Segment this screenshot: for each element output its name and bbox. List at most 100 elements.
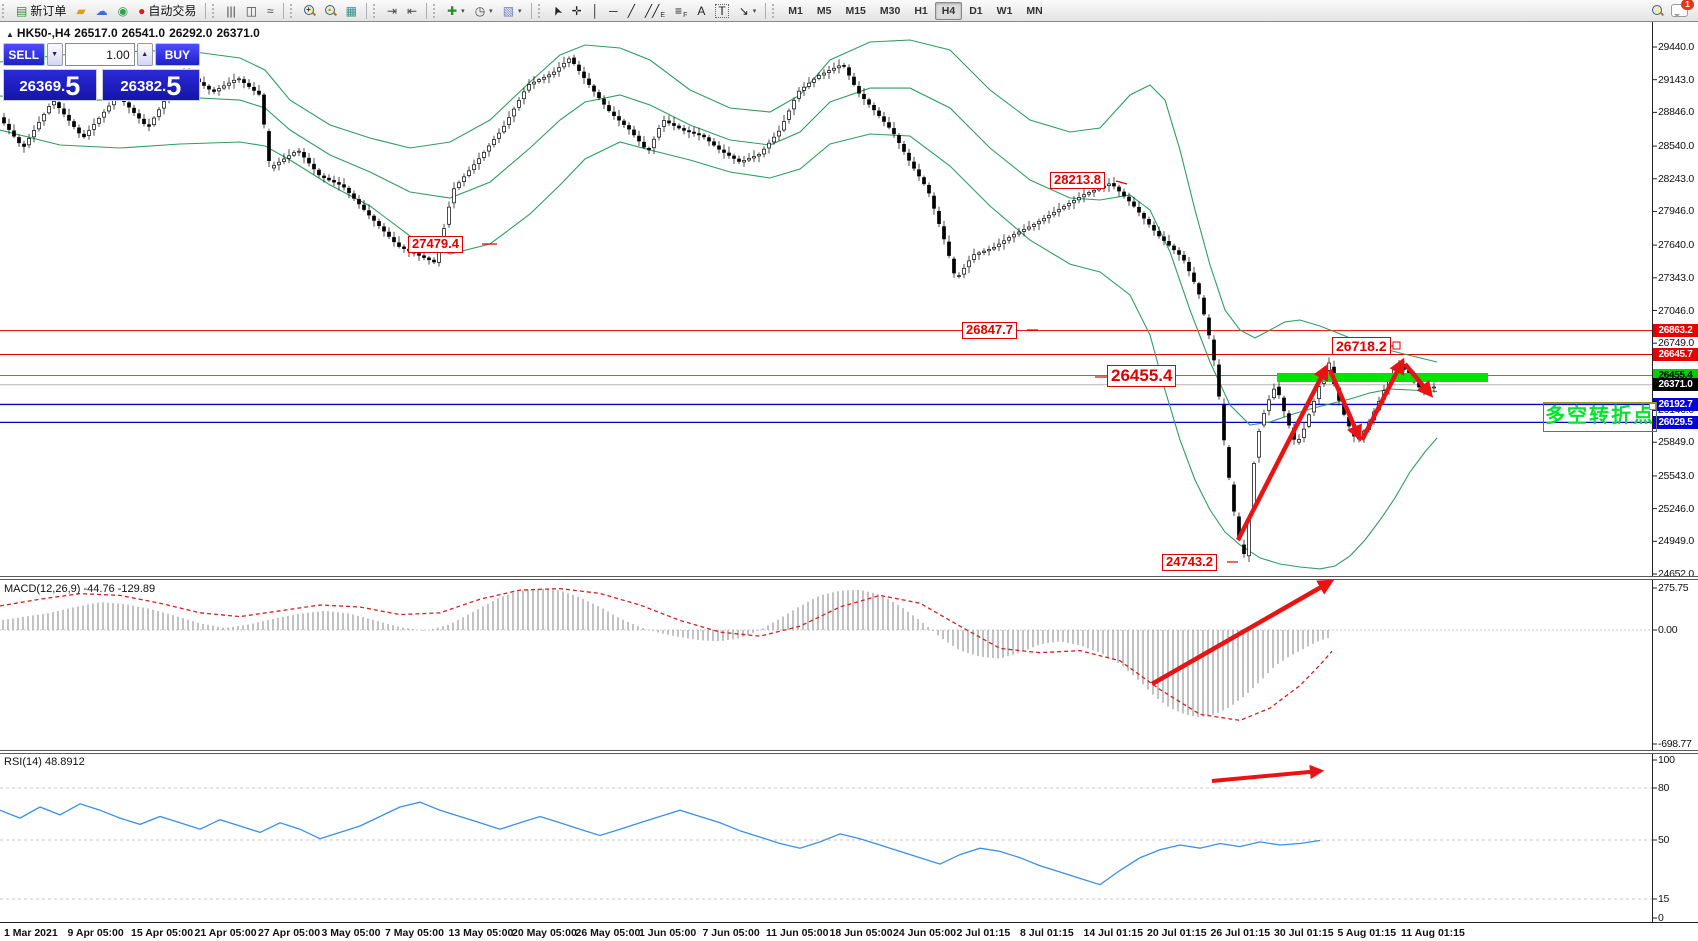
- bar-chart-icon[interactable]: |||: [221, 0, 240, 21]
- indicators-button[interactable]: ✚ ▾: [442, 0, 470, 21]
- label-26455[interactable]: 26455.4: [1107, 365, 1177, 387]
- zoom-out-icon[interactable]: -: [320, 0, 341, 21]
- notifications-badge: 1: [1681, 0, 1694, 10]
- toolbar-gripper: [2, 3, 9, 18]
- fibonacci-icon[interactable]: ≡ F: [670, 0, 692, 21]
- tile-windows-icon[interactable]: ▦: [341, 0, 362, 21]
- toolbar-separator: [205, 2, 207, 19]
- ohlc-close: 26371.0: [216, 26, 260, 40]
- vertical-line-icon[interactable]: │: [587, 0, 605, 21]
- signals-icon[interactable]: ◉: [113, 0, 133, 21]
- toolbar-gripper: [289, 3, 297, 18]
- search-icon[interactable]: [1652, 5, 1665, 16]
- zoom-out-icon: -: [324, 5, 337, 16]
- ohlc-low: 26292.0: [169, 26, 213, 40]
- time-tick-label: 13 May 05:00: [448, 927, 514, 939]
- toolbar-gripper: [433, 3, 440, 18]
- time-tick-label: 26 Jul 01:15: [1210, 927, 1271, 939]
- volume-input[interactable]: [64, 43, 135, 66]
- price-tick: 27640.0: [1658, 239, 1694, 252]
- label-28213[interactable]: 28213.8: [1050, 172, 1105, 189]
- indicators-button-dropdown-icon[interactable]: ▾: [461, 7, 465, 15]
- notifications-icon[interactable]: 1: [1671, 0, 1694, 17]
- publish-icon: ☁: [95, 3, 108, 18]
- price-tick: 28846.0: [1658, 106, 1694, 119]
- time-tick-label: 9 Apr 05:00: [67, 927, 124, 939]
- zoom-in-icon[interactable]: +: [299, 0, 320, 21]
- horizontal-line-icon[interactable]: ─: [604, 0, 623, 21]
- price-scale-border: [1652, 22, 1653, 922]
- label-24743[interactable]: 24743.2: [1162, 554, 1217, 571]
- macd-indicator-label: MACD(12,26,9) -44.76 -129.89: [4, 583, 156, 595]
- crosshair-icon: ✛: [571, 3, 582, 18]
- publish-icon[interactable]: ☁: [91, 0, 113, 21]
- text-icon[interactable]: A: [692, 0, 710, 21]
- periods-button-dropdown-icon[interactable]: ▾: [489, 7, 493, 15]
- candlestick-icon[interactable]: ◫: [241, 0, 262, 21]
- new-order-button: ▤: [16, 3, 28, 18]
- sell-price-display[interactable]: 26369. 5: [3, 69, 97, 101]
- toolbar-separator: [426, 2, 428, 19]
- time-tick-label: 30 Jul 01:15: [1274, 927, 1334, 939]
- timeframe-button-w1[interactable]: W1: [996, 4, 1013, 17]
- timeframe-button-m30[interactable]: M30: [879, 4, 901, 17]
- bar-chart-icon: |||: [226, 3, 236, 18]
- rsi-indicator-label: RSI(14) 48.8912: [4, 756, 85, 768]
- autotrading-button[interactable]: ● 自动交易: [133, 0, 201, 21]
- label-27479[interactable]: 27479.4: [408, 236, 463, 253]
- rsi-scale-tick: 80: [1658, 782, 1670, 794]
- templates-button[interactable]: ▧ ▾: [498, 0, 527, 21]
- timeframe-button-mn[interactable]: MN: [1026, 4, 1043, 17]
- annotation-text-bullbear-turning-point[interactable]: 多空转折点: [1543, 402, 1657, 432]
- chart-shift-icon[interactable]: ⇥: [382, 0, 402, 21]
- templates-button-dropdown-icon[interactable]: ▾: [518, 7, 522, 15]
- time-tick-label: 7 Jun 05:00: [702, 927, 760, 939]
- time-tick-label: 5 Aug 01:15: [1337, 927, 1397, 939]
- timeframe-button-m5[interactable]: M5: [816, 4, 832, 17]
- toolbar-gripper: [537, 3, 545, 18]
- candlestick-icon: ◫: [245, 3, 258, 18]
- channel-icon: ╱╱: [644, 3, 660, 18]
- ohlc-open: 26517.0: [74, 26, 118, 40]
- arrows-icon[interactable]: ↘ ▾: [734, 0, 762, 21]
- timeframe-button-h4[interactable]: H4: [934, 1, 963, 20]
- time-tick-label: 20 Jul 01:15: [1147, 927, 1207, 939]
- buy-button[interactable]: BUY: [154, 43, 200, 66]
- text-label-icon[interactable]: T: [710, 0, 733, 21]
- time-tick-label: 24 Jun 05:00: [893, 927, 957, 939]
- rsi-window-separator[interactable]: [0, 750, 1698, 754]
- time-scale[interactable]: 1 Mar 2021 9 Apr 05:00 15 Apr 05:00 21 Apr …: [0, 922, 1698, 941]
- volume-decrease-button[interactable]: ▼: [46, 43, 63, 66]
- gold-icon[interactable]: ▰: [71, 0, 90, 21]
- label-26847[interactable]: 26847.7: [962, 322, 1017, 339]
- timeframe-button-h1[interactable]: H1: [914, 4, 928, 17]
- templates-button: ▧: [502, 3, 515, 18]
- one-click-trading-panel: SELL ▼ ▲ BUY 26369.5 26382.5: [3, 43, 200, 101]
- label-26718[interactable]: 26718.2: [1332, 337, 1391, 356]
- panel-collapse-icon[interactable]: ▲: [6, 30, 14, 39]
- arrows-icon-dropdown-icon[interactable]: ▾: [752, 7, 757, 15]
- periods-button[interactable]: ◷ ▾: [470, 0, 498, 21]
- macd-window-separator[interactable]: [0, 576, 1698, 580]
- timeframe-button-m1[interactable]: M1: [788, 4, 803, 17]
- crosshair-icon[interactable]: ✛: [567, 0, 587, 21]
- trendline-icon[interactable]: ╱: [623, 0, 640, 21]
- toolbar-separator: [365, 2, 367, 19]
- line-chart-icon[interactable]: ≈: [262, 0, 279, 21]
- text-label-icon: T: [715, 3, 729, 18]
- timeframe-button-m15[interactable]: M15: [845, 4, 866, 17]
- timeframe-button-d1[interactable]: D1: [969, 4, 983, 17]
- buy-price-display[interactable]: 26382. 5: [101, 69, 200, 101]
- sell-button[interactable]: SELL: [3, 43, 45, 66]
- line-chart-icon: ≈: [267, 3, 274, 18]
- new-order-button[interactable]: ▤ 新订单: [11, 0, 71, 21]
- toolbar-separator: [765, 2, 767, 19]
- annotation-selection-handle[interactable]: [1649, 403, 1656, 410]
- time-tick-label: 27 Apr 05:00: [258, 927, 321, 939]
- buy-price-frac: 5: [166, 71, 182, 101]
- channel-icon[interactable]: ╱╱ E: [640, 0, 670, 21]
- auto-scroll-icon[interactable]: ⇤: [402, 0, 422, 21]
- volume-increase-button[interactable]: ▲: [136, 43, 153, 66]
